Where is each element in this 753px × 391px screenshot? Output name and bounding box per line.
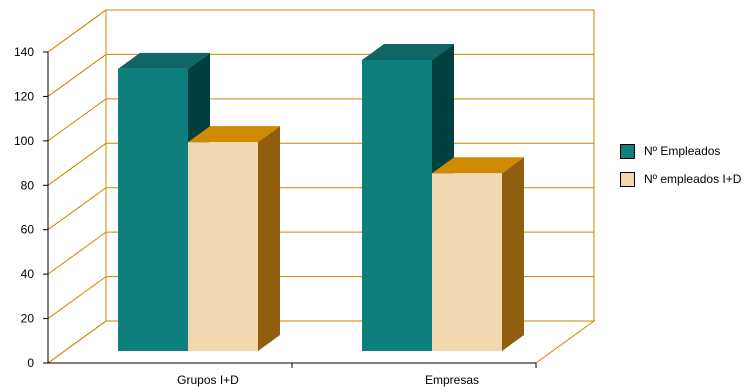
bar-top-1-0 — [188, 126, 280, 143]
y-tick-label: 60 — [21, 223, 35, 237]
legend-swatch-series-1 — [620, 171, 635, 187]
y-tick-label: 140 — [14, 45, 34, 59]
legend-label-series-0: Nº Empleados — [644, 144, 721, 158]
legend-label-series-1: Nº empleados I+D — [644, 172, 742, 186]
y-tick-label: 0 — [27, 356, 34, 370]
y-axis-ticks: 0 20 40 60 80 100 120 140 — [14, 45, 49, 370]
gridline — [47, 9, 594, 53]
x-axis-ticks: Grupos I+D Empresas — [48, 362, 537, 387]
bar-0-1 — [362, 59, 432, 351]
y-tick-label: 40 — [21, 267, 35, 281]
x-tick-label: Empresas — [425, 373, 479, 387]
bar-top-0-1 — [362, 43, 454, 60]
legend: Nº Empleados Nº empleados I+D — [620, 143, 741, 199]
bar-0-0 — [118, 68, 188, 351]
x-tick-label: Grupos I+D — [177, 373, 239, 387]
y-tick-label: 120 — [14, 89, 34, 103]
bar-top-0-0 — [118, 52, 210, 69]
legend-item-series-1: Nº empleados I+D — [620, 171, 741, 187]
bar-side-1-1 — [502, 157, 524, 351]
bar-side-1-0 — [258, 126, 280, 351]
bar-1-1 — [432, 173, 502, 351]
y-tick-label: 80 — [21, 178, 35, 192]
bar-1-0 — [188, 142, 258, 351]
legend-item-series-0: Nº Empleados — [620, 143, 741, 159]
y-tick-label: 20 — [21, 312, 35, 326]
legend-swatch-series-0 — [620, 143, 635, 159]
bars — [118, 43, 524, 351]
side-wall — [47, 9, 107, 364]
bar-top-1-1 — [432, 157, 524, 174]
y-tick-label: 100 — [14, 134, 34, 148]
